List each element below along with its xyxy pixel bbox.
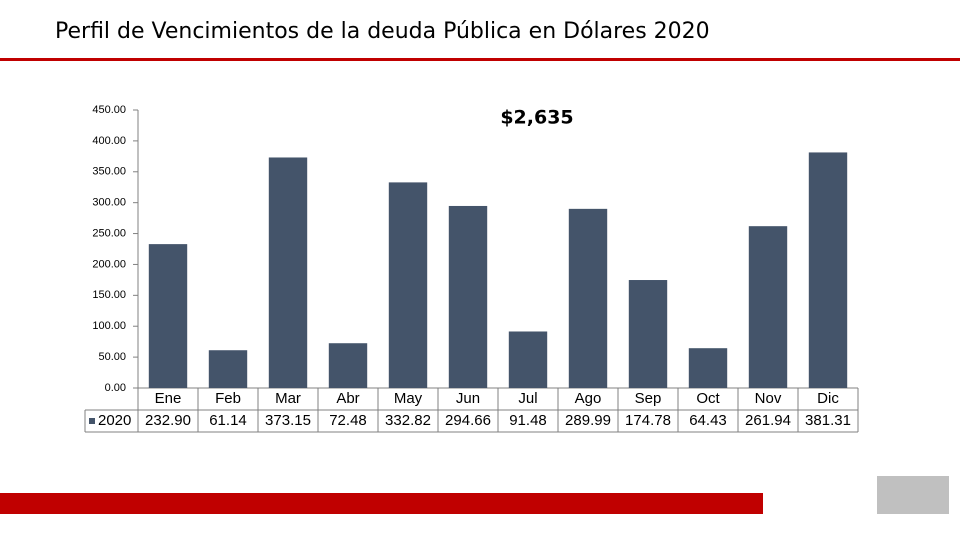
table-value: 91.48 bbox=[509, 412, 547, 429]
total-annotation: $2,635 bbox=[500, 107, 573, 129]
x-tick-label: Ene bbox=[155, 390, 182, 407]
y-tick-label: 400.00 bbox=[92, 135, 126, 147]
x-tick-label: Oct bbox=[696, 390, 720, 407]
footer-bar bbox=[0, 493, 763, 514]
table-value: 64.43 bbox=[689, 412, 727, 429]
table-value: 174.78 bbox=[625, 412, 671, 429]
y-tick-label: 100.00 bbox=[92, 320, 126, 332]
table-value: 289.99 bbox=[565, 412, 611, 429]
bar bbox=[388, 182, 428, 388]
x-tick-label: Sep bbox=[635, 390, 662, 407]
x-tick-label: Jun bbox=[456, 390, 480, 407]
table-value: 232.90 bbox=[145, 412, 191, 429]
y-tick-label: 450.00 bbox=[92, 104, 126, 116]
x-tick-label: Ago bbox=[575, 390, 602, 407]
header-rule bbox=[0, 58, 960, 61]
table-value: 294.66 bbox=[445, 412, 491, 429]
bar bbox=[148, 244, 188, 388]
bar bbox=[508, 331, 548, 388]
table-value: 72.48 bbox=[329, 412, 367, 429]
x-tick-label: May bbox=[394, 390, 423, 407]
x-tick-label: Nov bbox=[755, 390, 782, 407]
bar bbox=[448, 205, 488, 388]
table-value: 373.15 bbox=[265, 412, 311, 429]
bar bbox=[808, 152, 848, 388]
y-tick-label: 0.00 bbox=[105, 382, 126, 394]
bar bbox=[208, 350, 248, 388]
y-tick-label: 200.00 bbox=[92, 258, 126, 270]
bar bbox=[748, 226, 788, 388]
x-tick-label: Abr bbox=[336, 390, 359, 407]
x-tick-label: Dic bbox=[817, 390, 839, 407]
y-tick-label: 250.00 bbox=[92, 227, 126, 239]
table-value: 381.31 bbox=[805, 412, 851, 429]
bar bbox=[688, 348, 728, 388]
legend-label: 2020 bbox=[98, 412, 131, 429]
bar bbox=[268, 157, 308, 388]
table-value: 61.14 bbox=[209, 412, 247, 429]
bar bbox=[328, 343, 368, 388]
x-tick-label: Jul bbox=[518, 390, 537, 407]
x-tick-label: Feb bbox=[215, 390, 241, 407]
table-value: 332.82 bbox=[385, 412, 431, 429]
legend-swatch bbox=[89, 418, 95, 424]
bar bbox=[628, 280, 668, 388]
table-value: 261.94 bbox=[745, 412, 791, 429]
bar bbox=[568, 208, 608, 388]
y-tick-label: 350.00 bbox=[92, 166, 126, 178]
y-tick-label: 150.00 bbox=[92, 289, 126, 301]
footer-box bbox=[877, 476, 949, 514]
x-tick-label: Mar bbox=[275, 390, 301, 407]
chart-title: Perfil de Vencimientos de la deuda Públi… bbox=[55, 19, 710, 44]
y-tick-label: 50.00 bbox=[98, 351, 126, 363]
y-tick-label: 300.00 bbox=[92, 197, 126, 209]
